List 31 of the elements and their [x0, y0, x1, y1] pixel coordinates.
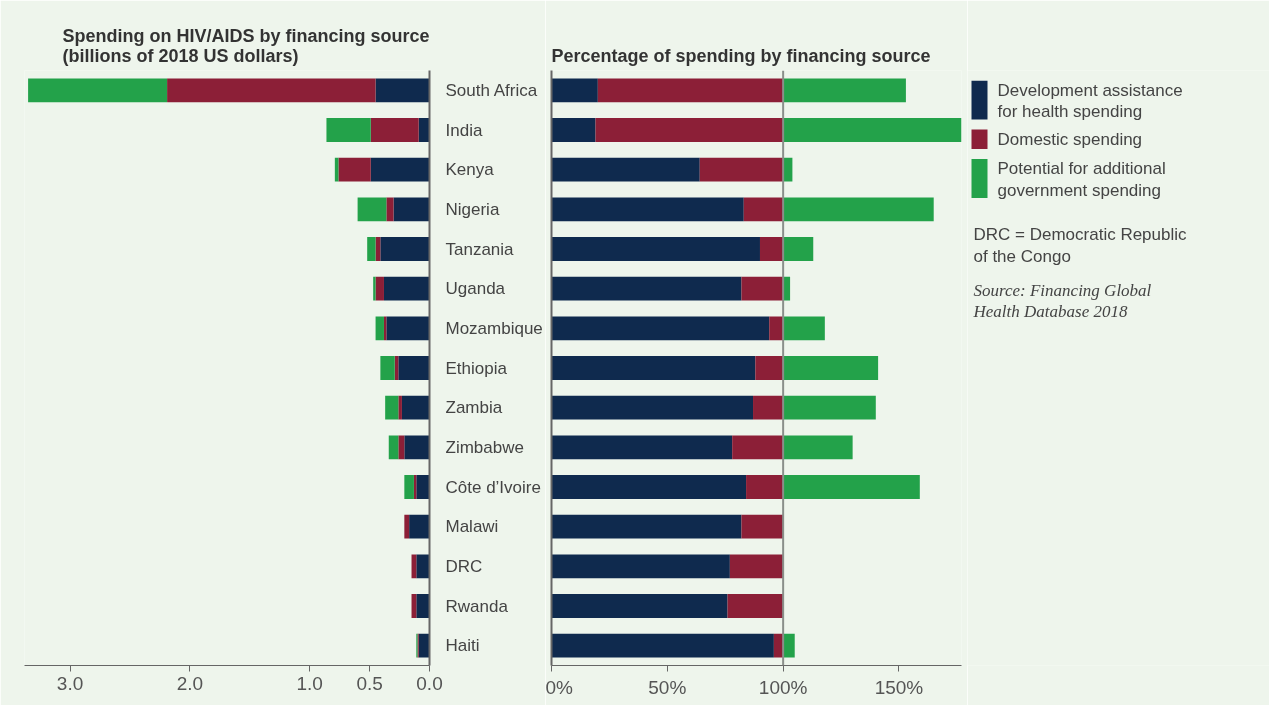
source-note: Source: Financing Global Health Database 2018 — [972, 280, 1152, 322]
x-tick-label: 150% — [874, 676, 924, 698]
y-tick-label: South Africa — [445, 80, 538, 100]
y-tick-label: Haiti — [445, 636, 480, 656]
y-tick-label: India — [445, 120, 483, 140]
y-tick-label: Côte d’Ivoire — [445, 477, 541, 497]
chart-title: Spending on HIV/AIDS by financing source (billions of 2018 US dollars) — [62, 25, 430, 66]
legend-label: Development assistance for health spending — [997, 80, 1183, 122]
y-tick-label: Ethiopia — [445, 358, 508, 378]
y-tick-label: Zambia — [445, 398, 503, 418]
y-tick-label: Nigeria — [445, 199, 500, 219]
x-tick-label: 0% — [545, 676, 574, 698]
y-tick-label: DRC — [445, 556, 483, 576]
text: DRC = Democratic Republic of the Congo — [973, 224, 1188, 266]
x-tick-label: 50% — [648, 676, 687, 698]
y-tick-label: Kenya — [445, 160, 495, 180]
x-tick-label: 1.0 — [296, 672, 323, 694]
y-tick-label: Mozambique — [445, 318, 543, 338]
y-tick-label: Zimbabwe — [445, 437, 524, 457]
y-tick-label: Malawi — [445, 517, 499, 537]
x-tick-label: 100% — [758, 676, 808, 698]
y-tick-label: Tanzania — [445, 239, 515, 259]
y-tick-label: Uganda — [445, 279, 506, 299]
x-tick-label: 0.0 — [416, 672, 443, 694]
x-tick-label: 3.0 — [56, 672, 84, 694]
y-tick-label: Rwanda — [445, 596, 509, 616]
legend-label: Domestic spending — [997, 129, 1143, 149]
x-tick-label: 0.5 — [356, 672, 383, 694]
x-tick-label: 2.0 — [176, 672, 204, 694]
chart-title: Percentage of spending by financing source — [551, 45, 931, 66]
legend-label: Potential for additional government spending — [997, 159, 1166, 200]
